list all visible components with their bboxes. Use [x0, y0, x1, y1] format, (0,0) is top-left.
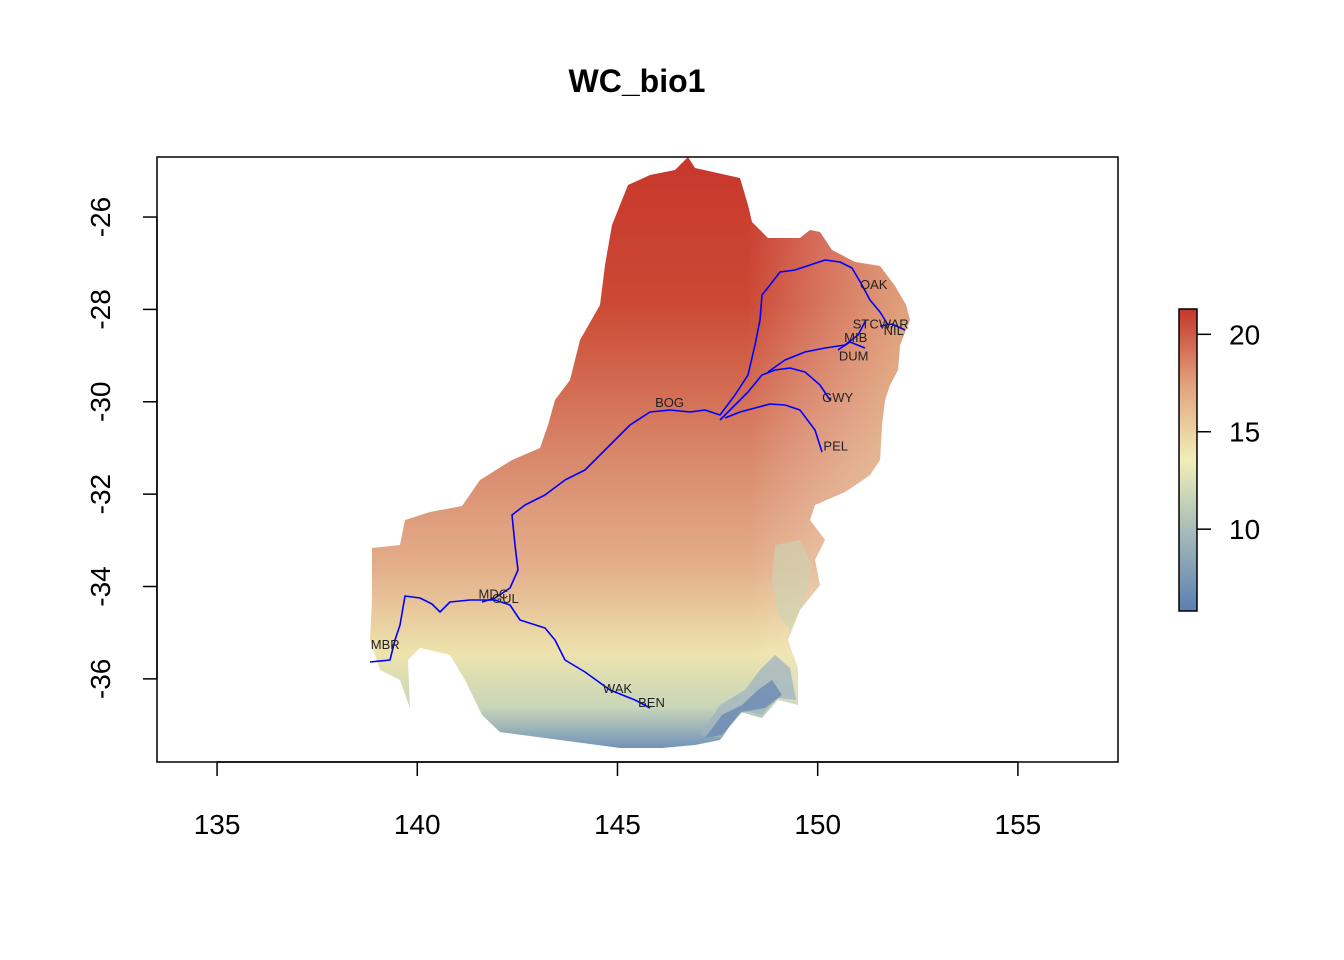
site-label-nil: NIL: [884, 323, 904, 338]
site-label-mib: MIB: [844, 330, 867, 345]
site-label-stc: STC: [853, 316, 879, 331]
site-label-bog: BOG: [655, 395, 684, 410]
river-condamine: [879, 323, 906, 331]
highland-mid-patch: [772, 540, 812, 630]
basin-east-shading: [370, 157, 910, 748]
y-tick-label: -30: [85, 382, 116, 422]
x-tick-label: 145: [594, 809, 641, 840]
legend-colorbar: [1178, 308, 1198, 612]
color-legend: 10 15 20: [1178, 308, 1260, 612]
legend-tick-label: 20: [1229, 319, 1260, 350]
river-namoi: [724, 403, 823, 453]
x-tick-label: 150: [794, 809, 841, 840]
river-darling: [481, 259, 889, 603]
site-label-dum: DUM: [839, 349, 869, 364]
site-label-oak: OAK: [860, 277, 888, 292]
y-tick-label: -26: [85, 197, 116, 237]
x-tick-label: 155: [995, 809, 1042, 840]
x-tick-label: 135: [194, 809, 241, 840]
x-axis: 135 140 145 150 155: [194, 761, 1042, 840]
site-label-gwy: GWY: [822, 390, 853, 405]
site-label-war: WAR: [879, 316, 909, 331]
y-tick-label: -28: [85, 289, 116, 329]
y-axis: -26 -28 -30 -32 -34 -36: [85, 197, 158, 699]
highland-cold-patch: [705, 680, 782, 738]
river-dumaresq: [837, 341, 866, 351]
site-label-mbr: MBR: [371, 637, 400, 652]
site-label-mdc: MDC: [479, 586, 509, 601]
river-murray: [369, 595, 651, 709]
legend-ticks: 10 15 20: [1197, 319, 1260, 545]
site-label-ben: BEN: [638, 695, 665, 710]
site-label-pel: PEL: [823, 439, 848, 454]
map-title: WC_bio1: [569, 63, 706, 99]
river-macintyre: [767, 319, 867, 373]
y-tick-label: -32: [85, 474, 116, 514]
legend-tick-label: 15: [1229, 417, 1260, 448]
legend-tick-label: 10: [1229, 514, 1260, 545]
y-tick-label: -36: [85, 659, 116, 699]
site-label-gul: GUL: [492, 591, 519, 606]
x-tick-label: 140: [394, 809, 441, 840]
river-network: [369, 259, 906, 709]
site-label-wak: WAK: [603, 681, 632, 696]
river-gwydir: [719, 367, 831, 421]
y-tick-label: -34: [85, 566, 116, 606]
